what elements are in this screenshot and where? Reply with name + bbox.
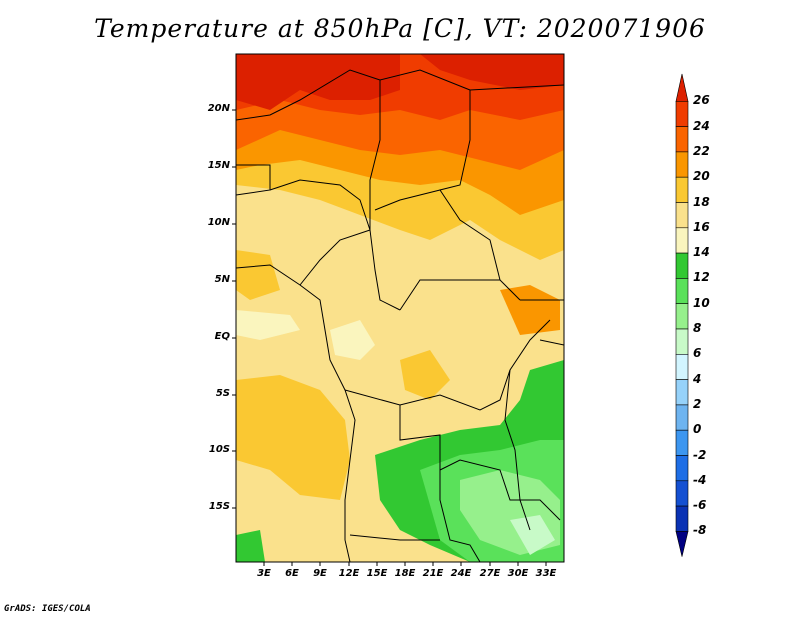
lon-label-18e: 18E xyxy=(394,568,416,579)
colorbar-segment xyxy=(675,328,689,355)
colorbar-segment xyxy=(675,151,689,178)
lat-label-20n: 20N xyxy=(207,103,230,114)
temperature-field xyxy=(236,54,564,562)
colorbar-label: 26 xyxy=(693,93,710,108)
colorbar-label: 16 xyxy=(693,219,710,234)
colorbar-top-arrow xyxy=(675,73,689,102)
colorbar-segment xyxy=(675,227,689,254)
lon-label-21e: 21E xyxy=(422,568,444,579)
colorbar-segment xyxy=(675,252,689,279)
lon-label-6e: 6E xyxy=(285,568,299,579)
colorbar xyxy=(675,73,689,557)
lat-label-eq: EQ xyxy=(214,331,230,342)
colorbar-label: 2 xyxy=(693,396,702,411)
lon-label-15e: 15E xyxy=(366,568,388,579)
colorbar-segment xyxy=(675,101,689,127)
colorbar-segment xyxy=(675,126,689,153)
colorbar-segment xyxy=(675,303,689,330)
lon-label-24e: 24E xyxy=(450,568,472,579)
colorbar-label: -4 xyxy=(693,472,707,487)
lon-label-33e: 33E xyxy=(535,568,557,579)
colorbar-segment xyxy=(675,379,689,406)
lon-label-30e: 30E xyxy=(507,568,529,579)
axis-ticks xyxy=(232,109,547,566)
colorbar-segment xyxy=(675,505,689,532)
colorbar-label: -8 xyxy=(693,523,707,538)
colorbar-segment xyxy=(675,278,689,304)
colorbar-segment xyxy=(675,429,689,456)
colorbar-label: 24 xyxy=(693,118,710,133)
colorbar-label: 12 xyxy=(693,270,710,285)
colorbar-segment xyxy=(675,202,689,229)
lat-label-10n: 10N xyxy=(207,217,230,228)
colorbar-label: 22 xyxy=(693,143,710,158)
colorbar-label: 6 xyxy=(693,346,702,361)
chart-title: Temperature at 850hPa [C], VT: 202007190… xyxy=(94,14,706,43)
colorbar-label: 14 xyxy=(693,245,710,260)
colorbar-label: 8 xyxy=(693,321,702,335)
lon-label-12e: 12E xyxy=(338,568,360,579)
colorbar-label: -6 xyxy=(693,498,707,513)
colorbar-bottom-arrow xyxy=(675,531,689,557)
lat-label-5s: 5S xyxy=(215,388,230,399)
colorbar-segment xyxy=(675,176,689,203)
colorbar-segment xyxy=(675,455,689,482)
lon-label-9e: 9E xyxy=(313,568,327,579)
colorbar-label: 4 xyxy=(693,371,702,386)
colorbar-label: 10 xyxy=(693,295,710,310)
country-borders xyxy=(236,69,564,562)
map-frame xyxy=(235,53,565,563)
lat-label-10s: 10S xyxy=(208,444,230,455)
lat-label-15n: 15N xyxy=(207,160,230,171)
lat-label-5n: 5N xyxy=(214,274,230,285)
colorbar-label: 20 xyxy=(693,169,710,184)
colorbar-segment xyxy=(675,353,689,380)
credit-text: GrADS: IGES/COLA xyxy=(4,604,91,614)
colorbar-label: 18 xyxy=(693,194,710,209)
lat-label-15s: 15S xyxy=(208,501,230,512)
colorbar-segment xyxy=(675,404,689,431)
lon-label-27e: 27E xyxy=(479,568,501,579)
colorbar-segment xyxy=(675,480,689,507)
colorbar-label: 0 xyxy=(693,422,702,437)
lon-label-3e: 3E xyxy=(257,568,271,579)
colorbar-label: -2 xyxy=(693,447,707,462)
